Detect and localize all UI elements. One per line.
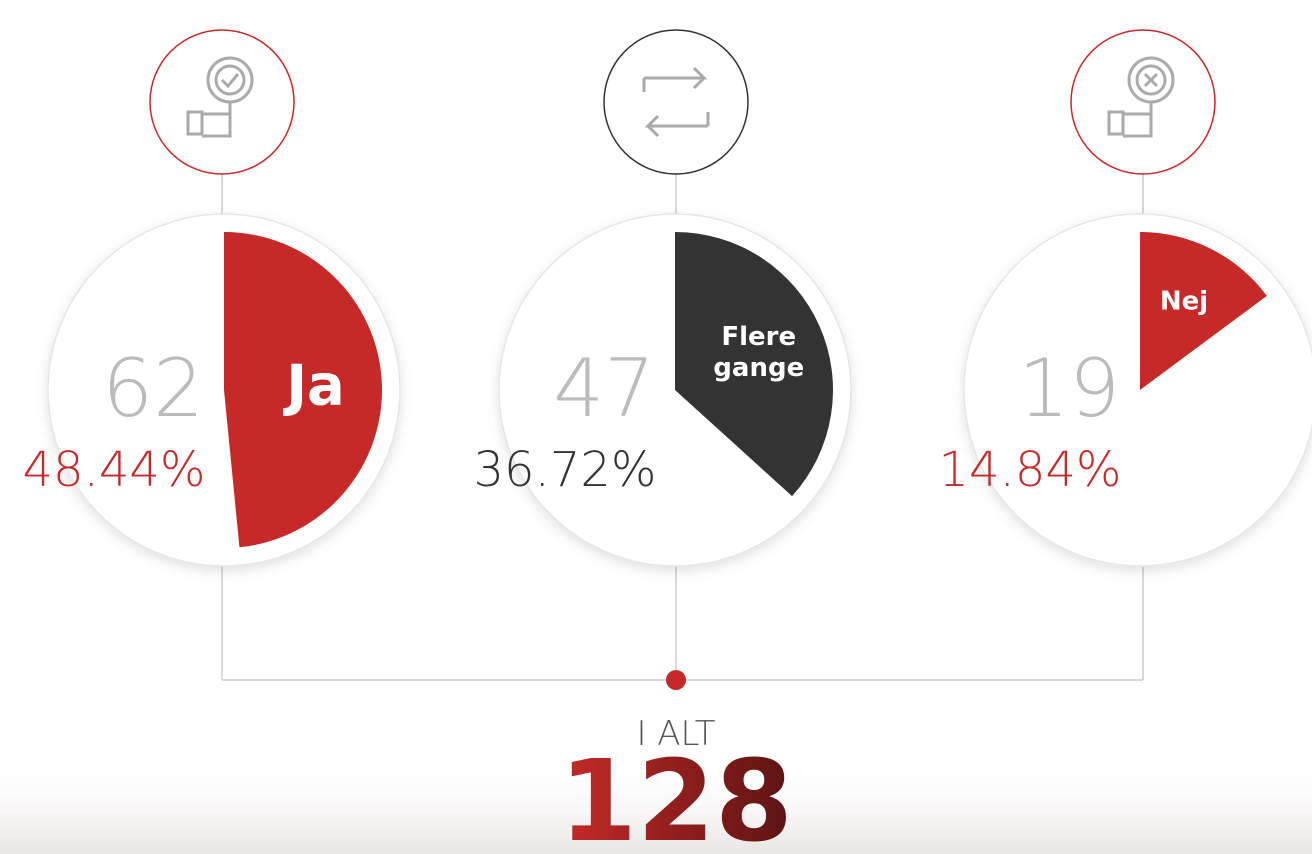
- count: 19: [1018, 342, 1120, 435]
- category-label: Nej: [1159, 286, 1209, 317]
- total-label: I ALT: [636, 714, 715, 754]
- pie-sector: [675, 232, 833, 497]
- pie-sector: [1140, 232, 1267, 390]
- count: 62: [102, 342, 204, 435]
- category-label: Flere gange: [713, 321, 805, 383]
- total-value: 128: [559, 737, 793, 854]
- count: 47: [553, 342, 655, 435]
- junction-dot: [666, 670, 686, 690]
- percent-label: 14.84%: [938, 442, 1121, 498]
- percent-label: 48.44%: [22, 442, 205, 498]
- pie-circle: [963, 213, 1312, 567]
- background-fade: [0, 760, 1312, 854]
- percent-label: 36.72%: [473, 442, 656, 498]
- category-label: Ja: [286, 352, 345, 418]
- pie-sector: [224, 232, 383, 548]
- icons: [149, 29, 1216, 175]
